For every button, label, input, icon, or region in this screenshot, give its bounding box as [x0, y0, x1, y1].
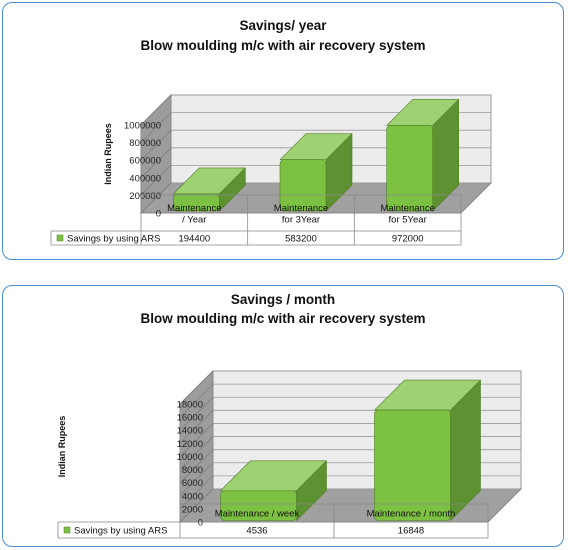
y-tick-label: 600000	[129, 156, 161, 167]
legend-label: Savings by using ARS	[74, 526, 167, 537]
data-label: 972000	[392, 234, 424, 245]
y-tick-label: 400000	[129, 173, 161, 184]
gridline-side	[179, 396, 214, 431]
category-label: Maintenance / month	[367, 509, 456, 520]
y-tick-label: 200000	[129, 191, 161, 202]
bar-front	[386, 125, 433, 212]
legend-key	[63, 526, 71, 534]
gridline-side	[140, 147, 172, 179]
gridline-side	[140, 112, 172, 143]
category-label: / Year	[182, 214, 206, 225]
y-tick-label: 14000	[177, 426, 203, 437]
bar-chart-monthly: 0 2000 4000 6000 8000 10000 12000 14000 16000 180…	[57, 369, 523, 539]
gridline-side	[179, 410, 214, 444]
bar	[386, 99, 459, 212]
gridline-side	[179, 423, 214, 457]
gridline-side	[179, 436, 214, 470]
chart-subtitle: Blow moulding m/c with air recovery syst…	[140, 38, 426, 53]
y-tick-label: 0	[198, 518, 203, 529]
data-label: 4536	[246, 526, 267, 537]
y-tick-label: 0	[156, 209, 161, 220]
bar	[279, 133, 353, 212]
legend-label: Savings by using ARS	[67, 234, 160, 245]
gridline-side	[179, 383, 214, 418]
category-label: for 3Year	[282, 214, 320, 225]
gridline-side	[179, 488, 214, 523]
category-label: for 5Year	[389, 214, 427, 225]
gridline-side	[140, 129, 172, 161]
bar	[173, 167, 246, 212]
y-tick-label: 10000	[177, 452, 203, 463]
gridline-side	[179, 475, 214, 510]
category-label: Maintenance	[274, 203, 328, 214]
bar-front	[374, 409, 451, 521]
bar	[220, 460, 327, 521]
bar-front	[173, 193, 220, 212]
chart-subtitle: Blow moulding m/c with air recovery syst…	[140, 311, 426, 326]
category-label: Maintenance	[380, 203, 434, 214]
gridline-side	[179, 370, 214, 405]
chart-panel-monthly: Savings / month Blow moulding m/c with a…	[2, 285, 564, 547]
y-axis-label: Indian Rupees	[57, 416, 67, 478]
gridline-side	[140, 94, 172, 126]
y-tick-label: 16000	[177, 413, 203, 424]
y-tick-label: 18000	[177, 400, 203, 411]
chart-title: Savings/ year	[239, 18, 327, 33]
y-tick-label: 1000000	[124, 121, 161, 132]
bar-front	[220, 490, 297, 521]
legend-key	[56, 234, 64, 242]
bar-front	[279, 159, 327, 212]
y-tick-label: 8000	[182, 465, 203, 476]
gridline-side	[140, 182, 172, 214]
gridline-side	[140, 165, 172, 196]
gridline-side	[179, 449, 214, 483]
y-tick-label: 800000	[129, 138, 161, 149]
chart-title: Savings / month	[230, 292, 336, 307]
data-label: 194400	[178, 234, 210, 245]
gridline-side	[179, 462, 214, 497]
bar-chart-yearly: 0 200000 400000 600000 800000 1000000 Indian R…	[50, 93, 493, 246]
data-label: 16848	[398, 526, 424, 537]
y-tick-label: 2000	[182, 504, 203, 515]
category-label: Maintenance	[167, 203, 221, 214]
chart-panel-yearly: Savings/ year Blow moulding m/c with air…	[2, 2, 564, 260]
data-label: 583200	[285, 234, 317, 245]
y-tick-label: 6000	[182, 478, 203, 489]
y-tick-label: 4000	[182, 491, 203, 502]
y-tick-label: 12000	[177, 439, 203, 450]
category-label: Maintenance / week	[215, 509, 300, 520]
bar	[374, 379, 481, 521]
y-axis-label: Indian Rupees	[103, 123, 113, 185]
